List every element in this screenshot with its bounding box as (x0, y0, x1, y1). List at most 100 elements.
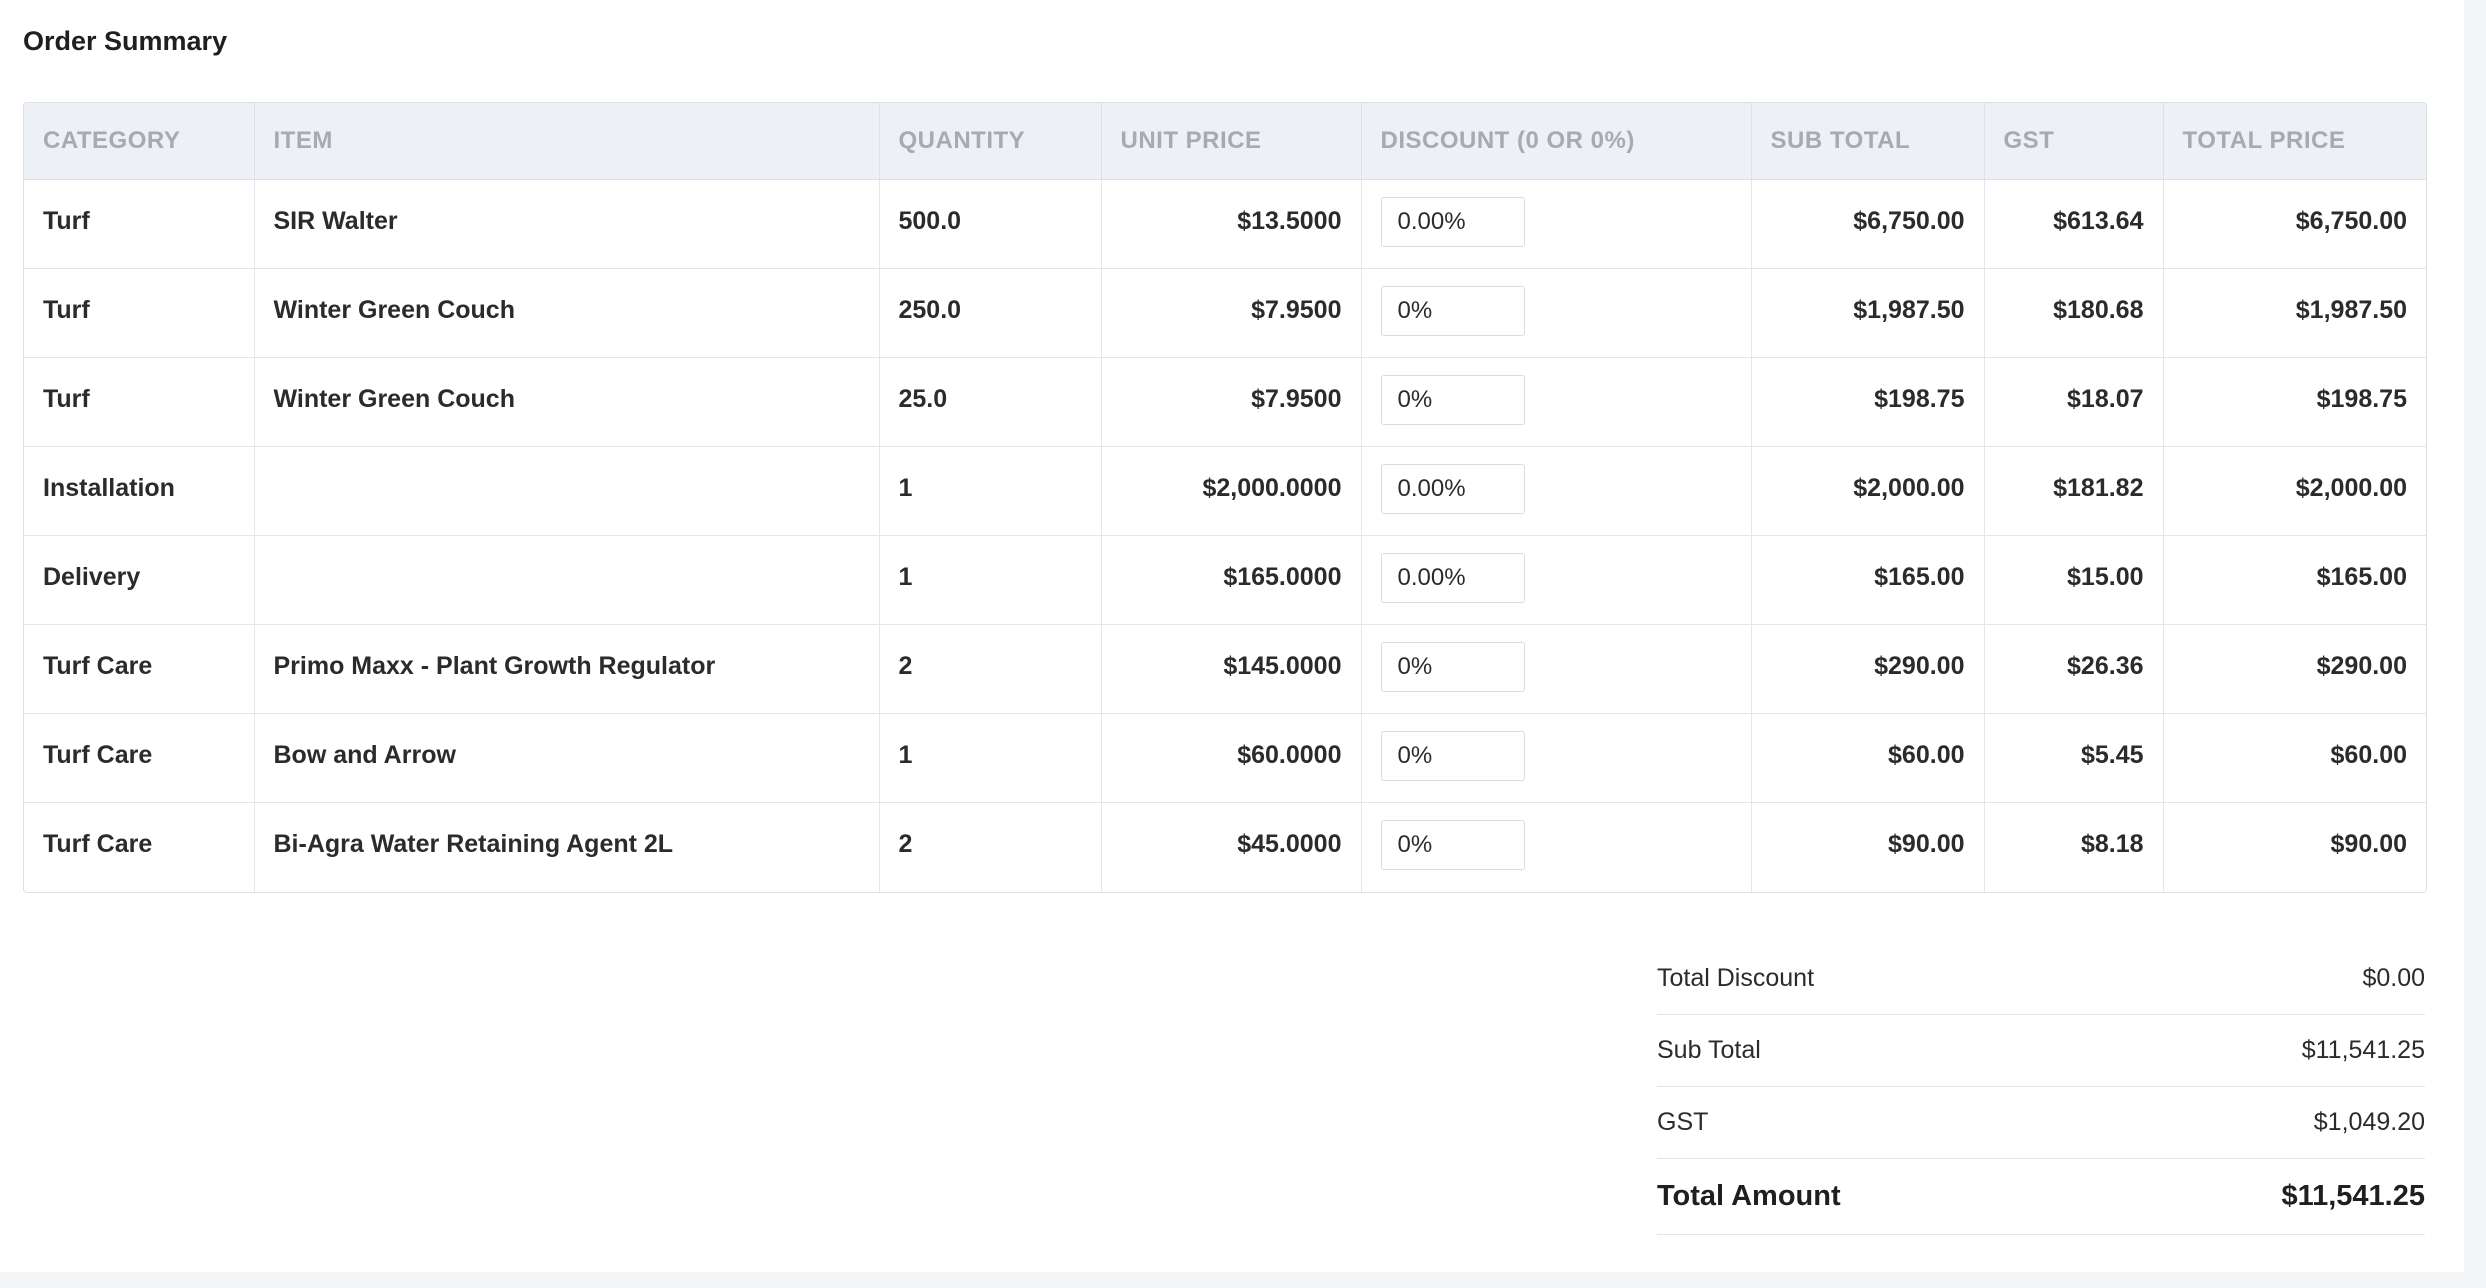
total-discount-row: Total Discount $0.00 (1657, 943, 2425, 1015)
discount-input[interactable] (1380, 642, 1525, 692)
column-header-unit-price: UNIT PRICE (1101, 103, 1362, 180)
cell-item: Bow and Arrow (254, 713, 880, 803)
discount-input[interactable] (1380, 820, 1525, 870)
gst-label: GST (1657, 1108, 1709, 1136)
cell-category: Turf (24, 357, 255, 447)
cell-gst: $26.36 (1984, 624, 2164, 714)
cell-discount (1361, 357, 1752, 447)
cell-category: Turf Care (24, 802, 255, 892)
discount-input[interactable] (1380, 464, 1525, 514)
cell-category: Delivery (24, 535, 255, 625)
cell-quantity: 250.0 (879, 268, 1102, 358)
total-amount-label: Total Amount (1657, 1180, 1841, 1212)
cell-unit-price: $13.5000 (1101, 179, 1362, 269)
cell-gst: $8.18 (1984, 802, 2164, 892)
column-header-discount: DISCOUNT (0 OR 0%) (1361, 103, 1752, 180)
cell-discount (1361, 713, 1752, 803)
table-row: Turf Care Bi-Agra Water Retaining Agent … (24, 802, 2426, 892)
cell-sub-total: $198.75 (1751, 357, 1985, 447)
sub-total-value: $11,541.25 (2301, 1036, 2425, 1064)
cell-sub-total: $90.00 (1751, 802, 1985, 892)
cell-total-price: $60.00 (2163, 713, 2426, 803)
column-header-quantity: QUANTITY (879, 103, 1102, 180)
cell-sub-total: $165.00 (1751, 535, 1985, 625)
order-summary-page: Order Summary CATEGORY ITEM QUANTITY UNI… (0, 0, 2464, 1272)
cell-item: SIR Walter (254, 179, 880, 269)
cell-total-price: $1,987.50 (2163, 268, 2426, 358)
cell-gst: $18.07 (1984, 357, 2164, 447)
sub-total-label: Sub Total (1657, 1036, 1761, 1064)
cell-quantity: 1 (879, 713, 1102, 803)
column-header-sub-total: SUB TOTAL (1751, 103, 1985, 180)
cell-category: Turf Care (24, 624, 255, 714)
table-row: Turf Care Bow and Arrow 1 $60.0000 $60.0… (24, 713, 2426, 803)
cell-quantity: 1 (879, 535, 1102, 625)
order-table-container: CATEGORY ITEM QUANTITY UNIT PRICE DISCOU… (23, 102, 2427, 893)
cell-item (254, 446, 880, 536)
cell-unit-price: $165.0000 (1101, 535, 1362, 625)
table-row: Delivery 1 $165.0000 $165.00 $15.00 $165… (24, 535, 2426, 625)
cell-discount (1361, 446, 1752, 536)
cell-total-price: $2,000.00 (2163, 446, 2426, 536)
cell-discount (1361, 179, 1752, 269)
discount-input[interactable] (1380, 553, 1525, 603)
cell-total-price: $198.75 (2163, 357, 2426, 447)
cell-item: Winter Green Couch (254, 357, 880, 447)
cell-category: Turf (24, 268, 255, 358)
cell-sub-total: $290.00 (1751, 624, 1985, 714)
discount-input[interactable] (1380, 731, 1525, 781)
discount-input[interactable] (1380, 286, 1525, 336)
order-totals: Total Discount $0.00 Sub Total $11,541.2… (1657, 943, 2425, 1235)
column-header-gst: GST (1984, 103, 2164, 180)
cell-item (254, 535, 880, 625)
cell-total-price: $6,750.00 (2163, 179, 2426, 269)
total-amount-value: $11,541.25 (2281, 1180, 2425, 1212)
cell-unit-price: $145.0000 (1101, 624, 1362, 714)
cell-item: Winter Green Couch (254, 268, 880, 358)
table-row: Turf SIR Walter 500.0 $13.5000 $6,750.00… (24, 179, 2426, 269)
cell-quantity: 1 (879, 446, 1102, 536)
cell-total-price: $90.00 (2330, 830, 2407, 858)
cell-discount (1361, 802, 1752, 892)
cell-total-price: $290.00 (2163, 624, 2426, 714)
cell-gst: $180.68 (1984, 268, 2164, 358)
cell-gst: $15.00 (1984, 535, 2164, 625)
total-discount-value: $0.00 (2362, 964, 2425, 992)
cell-category: Installation (24, 446, 255, 536)
table-header-row: CATEGORY ITEM QUANTITY UNIT PRICE DISCOU… (24, 103, 2426, 180)
cell-unit-price: $2,000.0000 (1101, 446, 1362, 536)
cell-quantity: 25.0 (879, 357, 1102, 447)
gst-value: $1,049.20 (2313, 1108, 2425, 1136)
total-discount-label: Total Discount (1657, 964, 1815, 992)
cell-category: Turf (24, 179, 255, 269)
cell-unit-price: $45.0000 (1101, 802, 1362, 892)
cell-category: Turf Care (24, 713, 255, 803)
total-amount-row: Total Amount $11,541.25 (1657, 1159, 2425, 1235)
cell-gst: $5.45 (1984, 713, 2164, 803)
sub-total-row: Sub Total $11,541.25 (1657, 1015, 2425, 1087)
column-header-item: ITEM (254, 103, 880, 180)
cell-quantity: 500.0 (879, 179, 1102, 269)
column-header-total-price: TOTAL PRICE (2163, 103, 2426, 180)
discount-input[interactable] (1380, 375, 1525, 425)
cell-sub-total: $6,750.00 (1751, 179, 1985, 269)
cell-unit-price: $60.0000 (1101, 713, 1362, 803)
cell-total-price: $165.00 (2163, 535, 2426, 625)
cell-gst: $613.64 (1984, 179, 2164, 269)
cell-unit-price: $7.9500 (1101, 357, 1362, 447)
discount-input[interactable] (1380, 197, 1525, 247)
cell-sub-total: $2,000.00 (1751, 446, 1985, 536)
cell-gst: $181.82 (1984, 446, 2164, 536)
column-header-category: CATEGORY (24, 103, 255, 180)
page-title: Order Summary (23, 26, 228, 56)
cell-item: Primo Maxx - Plant Growth Regulator (254, 624, 880, 714)
cell-discount (1361, 535, 1752, 625)
table-row: Installation 1 $2,000.0000 $2,000.00 $18… (24, 446, 2426, 536)
cell-sub-total: $1,987.50 (1751, 268, 1985, 358)
cell-item: Bi-Agra Water Retaining Agent 2L (254, 802, 880, 892)
cell-sub-total: $60.00 (1751, 713, 1985, 803)
cell-quantity: 2 (879, 802, 1102, 892)
table-row: Turf Care Primo Maxx - Plant Growth Regu… (24, 624, 2426, 714)
cell-discount (1361, 268, 1752, 358)
cell-discount (1361, 624, 1752, 714)
